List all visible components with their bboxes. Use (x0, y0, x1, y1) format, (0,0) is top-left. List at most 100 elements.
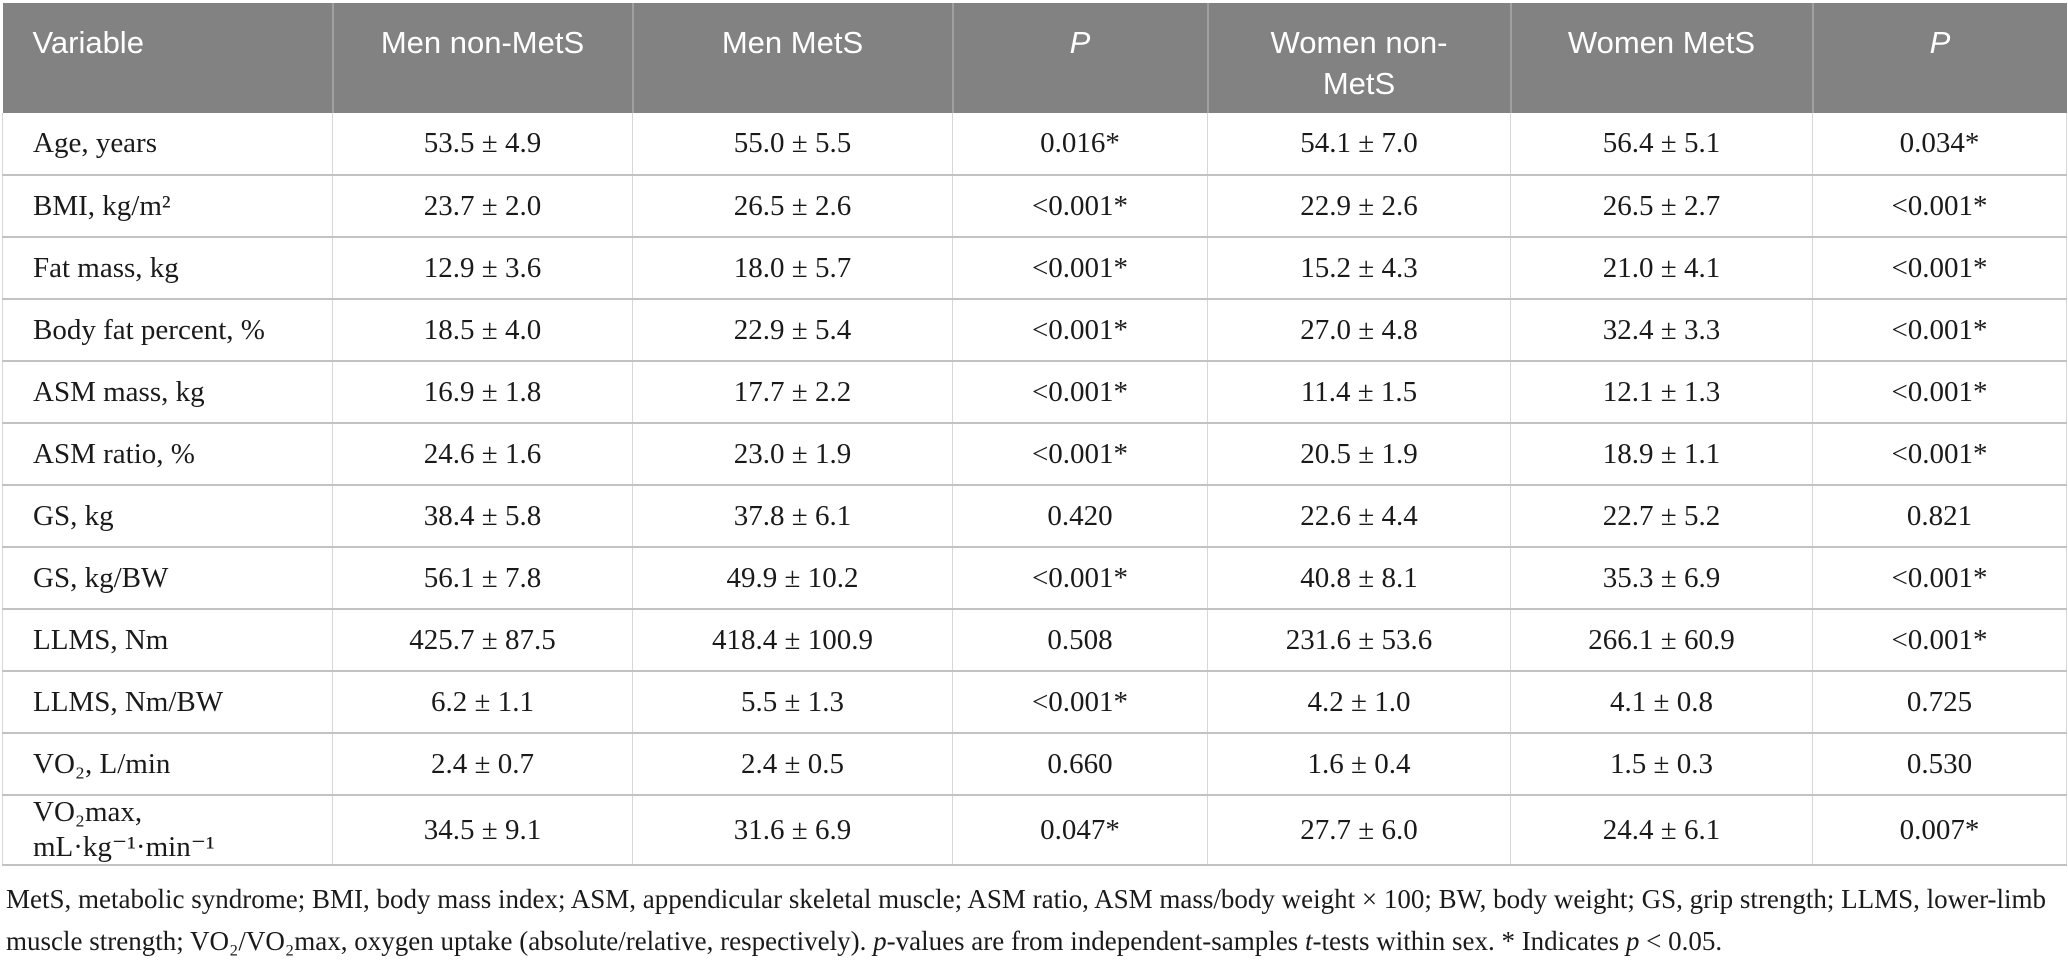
table-row: GS, kg/BW 56.1 ± 7.8 49.9 ± 10.2 <0.001* 40.… (2, 546, 2067, 610)
value-cell: 23.0 ± 1.9 (632, 422, 953, 486)
table-row: Fat mass, kg 12.9 ± 3.6 18.0 ± 5.7 <0.001* 1… (2, 236, 2067, 300)
value-cell: 24.4 ± 6.1 (1510, 794, 1813, 866)
value-cell: 38.4 ± 5.8 (332, 484, 633, 548)
value-cell: 54.1 ± 7.0 (1207, 113, 1511, 176)
value-cell: 20.5 ± 1.9 (1207, 422, 1511, 486)
value-cell: 35.3 ± 6.9 (1510, 546, 1813, 610)
value-cell: 17.7 ± 2.2 (632, 360, 953, 424)
table-row: LLMS, Nm/BW 6.2 ± 1.1 5.5 ± 1.3 <0.001* 4.2 … (2, 670, 2067, 734)
table-body: Age, years 53.5 ± 4.9 55.0 ± 5.5 0.016* 54.1… (2, 113, 2067, 866)
value-cell: <0.001* (952, 670, 1208, 734)
value-cell: 12.1 ± 1.3 (1510, 360, 1813, 424)
variable-cell: GS, kg (2, 484, 333, 548)
value-cell: <0.001* (1812, 360, 2067, 424)
value-cell: 32.4 ± 3.3 (1510, 298, 1813, 362)
table-row: ASM mass, kg 16.9 ± 1.8 17.7 ± 2.2 <0.001* 1… (2, 360, 2067, 424)
footnote-text: < 0.05. (1639, 926, 1723, 956)
value-cell: 26.5 ± 2.6 (632, 174, 953, 238)
value-cell: <0.001* (952, 422, 1208, 486)
footnote-italic-p2: p (1625, 926, 1640, 956)
value-cell: 6.2 ± 1.1 (332, 670, 633, 734)
value-cell: 27.0 ± 4.8 (1207, 298, 1511, 362)
value-cell: 37.8 ± 6.1 (632, 484, 953, 548)
value-cell: 15.2 ± 4.3 (1207, 236, 1511, 300)
variable-cell: LLMS, Nm (2, 608, 333, 672)
value-cell: <0.001* (1812, 174, 2067, 238)
table-row: LLMS, Nm 425.7 ± 87.5 418.4 ± 100.9 0.508 23… (2, 608, 2067, 672)
variable-cell: Age, years (2, 113, 333, 176)
value-cell: 231.6 ± 53.6 (1207, 608, 1511, 672)
table-footnote: MetS, metabolic syndrome; BMI, body mass… (2, 878, 2066, 962)
value-cell: 1.5 ± 0.3 (1510, 732, 1813, 796)
column-header-women-non-mets: Women non- MetS (1206, 3, 1511, 113)
value-cell: <0.001* (952, 174, 1208, 238)
value-cell: <0.001* (1812, 298, 2067, 362)
variable-cell: Fat mass, kg (2, 236, 333, 300)
value-cell: 12.9 ± 3.6 (332, 236, 633, 300)
column-header-variable: Variable (2, 3, 333, 113)
value-cell: 4.1 ± 0.8 (1510, 670, 1813, 734)
value-cell: <0.001* (1812, 236, 2067, 300)
value-cell: 1.6 ± 0.4 (1207, 732, 1511, 796)
value-cell: <0.001* (952, 360, 1208, 424)
value-cell: 22.9 ± 2.6 (1207, 174, 1511, 238)
value-cell: <0.001* (1812, 608, 2067, 672)
variable-cell: LLMS, Nm/BW (2, 670, 333, 734)
footnote-text: -tests within sex. * Indicates (1312, 926, 1626, 956)
value-cell: 0.034* (1812, 113, 2067, 176)
value-cell: 26.5 ± 2.7 (1510, 174, 1813, 238)
table-row: Body fat percent, % 18.5 ± 4.0 22.9 ± 5.4 <… (2, 298, 2067, 362)
value-cell: 0.530 (1812, 732, 2067, 796)
table-row: VO₂, L/min 2.4 ± 0.7 2.4 ± 0.5 0.660 1.6 ± 0… (2, 732, 2067, 796)
table-row: Age, years 53.5 ± 4.9 55.0 ± 5.5 0.016* 54.1… (2, 113, 2067, 176)
value-cell: 24.6 ± 1.6 (332, 422, 633, 486)
table-row: ASM ratio, % 24.6 ± 1.6 23.0 ± 1.9 <0.001* 2… (2, 422, 2067, 486)
value-cell: 56.4 ± 5.1 (1510, 113, 1813, 176)
variable-cell: ASM mass, kg (2, 360, 333, 424)
value-cell: 22.7 ± 5.2 (1510, 484, 1813, 548)
value-cell: 2.4 ± 0.5 (632, 732, 953, 796)
value-cell: 22.9 ± 5.4 (632, 298, 953, 362)
value-cell: 425.7 ± 87.5 (332, 608, 633, 672)
variable-cell: ASM ratio, % (2, 422, 333, 486)
value-cell: 2.4 ± 0.7 (332, 732, 633, 796)
variable-cell: VO₂max, mL·kg⁻¹·min⁻¹ (2, 794, 333, 866)
value-cell: 0.047* (952, 794, 1208, 866)
footnote-italic-t: t (1304, 926, 1313, 956)
value-cell: 18.5 ± 4.0 (332, 298, 633, 362)
value-cell: 27.7 ± 6.0 (1207, 794, 1511, 866)
column-header-women-mets: Women MetS (1509, 3, 1813, 113)
variable-cell: BMI, kg/m² (2, 174, 333, 238)
column-header-men-mets: Men MetS (631, 3, 953, 113)
value-cell: <0.001* (1812, 422, 2067, 486)
value-cell: 22.6 ± 4.4 (1207, 484, 1511, 548)
value-cell: 0.016* (952, 113, 1208, 176)
value-cell: 0.007* (1812, 794, 2067, 866)
value-cell: 0.508 (952, 608, 1208, 672)
characteristics-table: Variable Men non-MetS Men MetS P Women n… (2, 3, 2067, 866)
value-cell: 34.5 ± 9.1 (332, 794, 633, 866)
value-cell: 55.0 ± 5.5 (632, 113, 953, 176)
value-cell: 16.9 ± 1.8 (332, 360, 633, 424)
value-cell: 0.660 (952, 732, 1208, 796)
value-cell: 0.821 (1812, 484, 2067, 548)
variable-cell: Body fat percent, % (2, 298, 333, 362)
value-cell: 23.7 ± 2.0 (332, 174, 633, 238)
value-cell: <0.001* (952, 298, 1208, 362)
table-row: GS, kg 38.4 ± 5.8 37.8 ± 6.1 0.420 22.6 ± 4.… (2, 484, 2067, 548)
value-cell: 0.725 (1812, 670, 2067, 734)
value-cell: <0.001* (952, 546, 1208, 610)
variable-cell: GS, kg/BW (2, 546, 333, 610)
value-cell: 18.9 ± 1.1 (1510, 422, 1813, 486)
column-header-p-men: P (951, 3, 1208, 113)
value-cell: 266.1 ± 60.9 (1510, 608, 1813, 672)
table-row: BMI, kg/m² 23.7 ± 2.0 26.5 ± 2.6 <0.001* 22.… (2, 174, 2067, 238)
value-cell: 5.5 ± 1.3 (632, 670, 953, 734)
value-cell: 40.8 ± 8.1 (1207, 546, 1511, 610)
column-header-men-non-mets: Men non-MetS (331, 3, 633, 113)
footnote-italic-p1: p (873, 926, 887, 956)
variable-cell: VO₂, L/min (2, 732, 333, 796)
value-cell: 11.4 ± 1.5 (1207, 360, 1511, 424)
value-cell: 18.0 ± 5.7 (632, 236, 953, 300)
